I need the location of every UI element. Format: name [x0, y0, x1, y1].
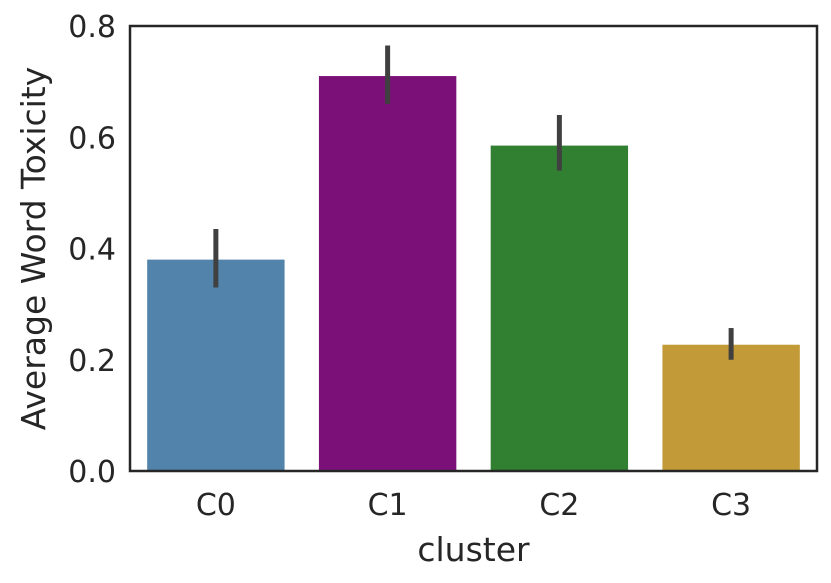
bar-c2 — [490, 145, 629, 471]
x-axis-label: cluster — [417, 530, 530, 569]
bars-group — [147, 76, 800, 471]
y-tick-label: 0.2 — [68, 344, 116, 379]
x-axis-ticks: C0 C1 C2 C3 — [196, 488, 751, 523]
x-tick-label: C0 — [196, 488, 236, 523]
y-tick-label: 0.4 — [68, 233, 116, 268]
plot-frame — [128, 24, 819, 473]
error-bars-group — [213, 45, 734, 360]
x-tick-label: C2 — [539, 488, 579, 523]
x-tick-label: C1 — [368, 488, 408, 523]
bar-c0 — [147, 259, 285, 471]
y-tick-label: 0.0 — [68, 455, 116, 490]
x-tick-label: C3 — [711, 488, 751, 523]
y-axis-label: Average Word Toxicity — [14, 67, 53, 431]
y-tick-label: 0.8 — [68, 10, 116, 45]
y-tick-label: 0.6 — [68, 121, 116, 156]
bar-c3 — [662, 344, 800, 471]
bar-c1 — [318, 76, 457, 471]
y-axis-ticks: 0.0 0.2 0.4 0.6 0.8 — [68, 10, 116, 490]
